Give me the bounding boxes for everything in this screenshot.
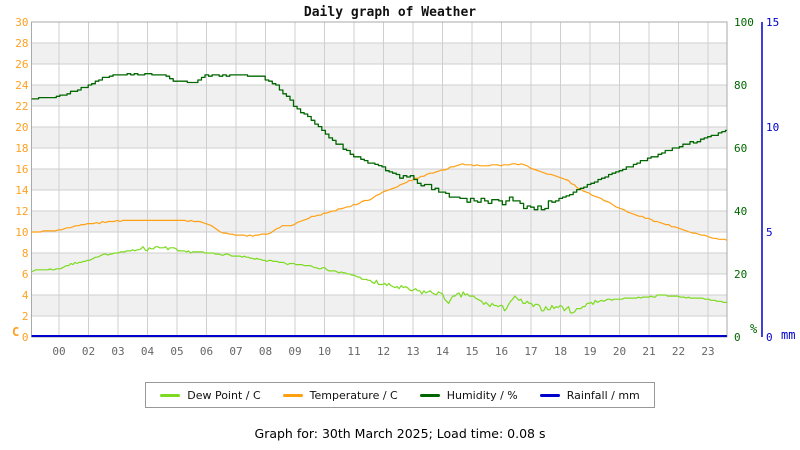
legend-label-dew-point: Dew Point / C — [187, 388, 261, 402]
x-axis-tick-label: 08 — [259, 345, 272, 358]
x-axis-tick-label: 16 — [495, 345, 508, 358]
x-axis-tick-label: 19 — [583, 345, 596, 358]
humidity-axis-tick-label: 80 — [734, 79, 747, 92]
left-axis-tick-label: 0 — [22, 331, 29, 344]
x-axis-tick-label: 05 — [170, 345, 183, 358]
grid-band — [31, 85, 727, 106]
grid-band — [31, 43, 727, 64]
series-line-humidity — [31, 73, 727, 211]
x-axis-tick-label: 02 — [82, 345, 95, 358]
x-axis-tick-label: 11 — [347, 345, 360, 358]
left-axis-tick-label: 4 — [22, 289, 29, 302]
x-axis-tick-label: 09 — [288, 345, 301, 358]
grid-band — [31, 169, 727, 190]
graph-caption: Graph for: 30th March 2025; Load time: 0… — [254, 426, 546, 441]
x-axis-tick-label: 12 — [377, 345, 390, 358]
x-axis-tick-label: 20 — [613, 345, 626, 358]
left-axis-tick-label: 30 — [15, 16, 28, 29]
legend-item-rainfall: Rainfall / mm — [539, 388, 640, 402]
rainfall-axis-unit-label: mm — [781, 328, 795, 342]
humidity-axis-tick-label: 20 — [734, 268, 747, 281]
grid-band — [31, 211, 727, 232]
legend-item-temperature: Temperature / C — [282, 388, 398, 402]
legend-swatch-icon-rainfall — [539, 393, 560, 397]
humidity-axis-tick-label: 60 — [734, 142, 747, 155]
x-axis-tick-label: 13 — [406, 345, 419, 358]
legend-item-humidity: Humidity / % — [419, 388, 518, 402]
x-axis-tick-label: 18 — [554, 345, 567, 358]
rainfall-axis-tick-label: 0 — [766, 331, 773, 344]
x-axis-tick-label: 03 — [111, 345, 124, 358]
x-axis-tick-label: 21 — [642, 345, 655, 358]
grid-band — [31, 253, 727, 274]
humidity-axis-tick-label: 0 — [734, 331, 741, 344]
left-axis-tick-label: 8 — [22, 247, 29, 260]
x-axis-tick-label: 14 — [436, 345, 450, 358]
legend: Dew Point / C Temperature / C Humidity / %… — [0, 382, 800, 408]
left-axis-tick-label: 12 — [15, 205, 28, 218]
left-axis-tick-label: 26 — [15, 58, 28, 71]
x-axis-tick-label: 15 — [465, 345, 478, 358]
series-line-temperature — [31, 163, 728, 241]
left-axis-tick-label: 22 — [15, 100, 28, 113]
grid-band — [31, 127, 727, 148]
rainfall-axis-tick-label: 10 — [766, 121, 779, 134]
legend-box: Dew Point / C Temperature / C Humidity / %… — [145, 382, 655, 408]
left-axis-tick-label: 24 — [15, 79, 29, 92]
humidity-axis-tick-label: 40 — [734, 205, 747, 218]
rainfall-axis-tick-label: 15 — [766, 16, 779, 29]
left-axis-unit-label: C — [12, 325, 19, 339]
left-axis-tick-label: 16 — [15, 163, 28, 176]
x-axis-tick-label: 23 — [701, 345, 714, 358]
legend-label-rainfall: Rainfall / mm — [566, 388, 640, 402]
series-line-dew-point — [31, 246, 727, 314]
left-axis-tick-label: 18 — [15, 142, 28, 155]
left-axis-tick-label: 28 — [15, 37, 28, 50]
legend-item-dew-point: Dew Point / C — [160, 388, 261, 402]
legend-swatch-icon-dew-point — [160, 393, 181, 397]
chart-title: Daily graph of Weather — [303, 5, 477, 20]
x-axis-tick-label: 17 — [524, 345, 537, 358]
left-axis-tick-label: 20 — [15, 121, 28, 134]
legend-swatch-icon-humidity — [419, 393, 440, 397]
legend-label-humidity: Humidity / % — [446, 388, 518, 402]
left-axis-tick-label: 14 — [15, 184, 29, 197]
rainfall-axis-tick-label: 5 — [766, 226, 773, 239]
legend-label-temperature: Temperature / C — [309, 388, 398, 402]
x-axis-tick-label: 07 — [229, 345, 242, 358]
left-axis-tick-label: 2 — [22, 310, 29, 323]
x-axis-tick-label: 10 — [318, 345, 331, 358]
grid-band — [31, 295, 727, 316]
x-axis-tick-label: 22 — [672, 345, 685, 358]
humidity-axis-unit-label: % — [750, 322, 758, 336]
x-axis-tick-label: 00 — [52, 345, 65, 358]
left-axis-tick-label: 6 — [22, 268, 29, 281]
legend-swatch-icon-temperature — [282, 393, 303, 397]
humidity-axis-tick-label: 100 — [734, 16, 754, 29]
x-axis-tick-label: 06 — [200, 345, 213, 358]
left-axis-tick-label: 10 — [15, 226, 28, 239]
x-axis-tick-label: 04 — [141, 345, 155, 358]
